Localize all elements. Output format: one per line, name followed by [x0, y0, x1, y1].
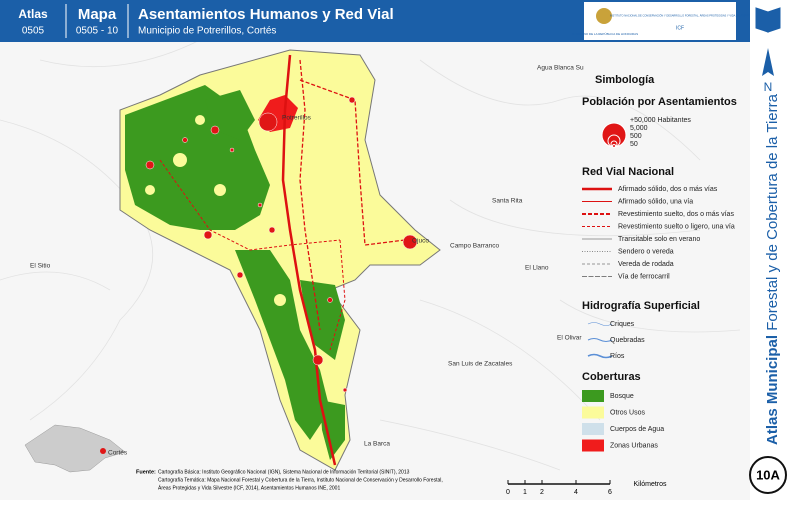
legend-item: Sendero o vereda [618, 248, 674, 255]
legend-swatch [582, 390, 604, 402]
base-roads [0, 39, 741, 471]
logo-emblem [596, 8, 612, 24]
logo-text: INSTITUTO NACIONAL DE CONSERVACIÓN Y DES… [610, 13, 750, 18]
legend-item: Criques [610, 321, 635, 328]
legend-item: Revestimiento suelto, dos o más vías [618, 211, 734, 218]
place-label: La Barca [364, 441, 390, 448]
legend-item: +50,000 Habitantes [630, 117, 691, 124]
legend-item: Quebradas [610, 337, 645, 344]
place-label: El Llano [525, 265, 549, 272]
place-label: San Luis de Zacatales [448, 361, 513, 368]
scale-label: 1 [523, 489, 527, 496]
sheet-number: 10A [756, 467, 780, 482]
sidebar [750, 0, 800, 500]
legend-item: Vereda de rodada [618, 261, 674, 268]
legend-heading: Hidrografía Superficial [582, 300, 700, 312]
vertical-title: Atlas Municipal Forestal y de Cobertura … [764, 93, 781, 445]
legend-item: Ríos [610, 353, 625, 360]
sheet-badge [749, 456, 787, 494]
logo-code: ICF [676, 25, 684, 31]
scale-label: 2 [540, 489, 544, 496]
place-label: Ojuco [412, 238, 429, 245]
inset-label: Cortés [108, 450, 128, 457]
legend-swatch [582, 423, 604, 435]
place-label: El Olivar [557, 335, 582, 342]
legend-heading: Población por Asentamientos [582, 96, 737, 108]
map-code: 0505 - 10 [76, 26, 119, 37]
road-network [159, 54, 406, 466]
legend-item: Zonas Urbanas [610, 442, 658, 449]
place-label: Campo Barranco [450, 243, 500, 250]
inset-marker [100, 448, 106, 454]
source-label: Fuente: [136, 469, 156, 475]
legend-symbol [587, 353, 613, 359]
vertical-title-rest: Forestal y de Cobertura de la Tierra [764, 93, 781, 330]
legend-heading: Coberturas [582, 371, 641, 383]
legend-item: 50 [630, 141, 638, 148]
subtitle: Municipio de Potrerillos, Cortés [138, 26, 276, 37]
forest [125, 85, 345, 460]
north-label: N [764, 80, 773, 94]
place-label: Santa Rita [492, 198, 523, 205]
legend-symbol [587, 322, 613, 326]
legend-item: Revestimiento suelto o ligero, una vía [618, 223, 735, 230]
north-arrow [762, 48, 774, 76]
scale-label: 4 [574, 489, 578, 496]
legend-item: 5,000 [630, 125, 648, 132]
legend-swatch [582, 406, 604, 419]
place-label: Potrerillos [282, 115, 312, 122]
source-line: Cartografía Básica: Instituto Geográfico… [158, 469, 410, 475]
scale-label: 6 [608, 489, 612, 496]
forest-clearings [145, 115, 286, 306]
source-line: Cartografía Temática: Mapa Nacional Fore… [158, 477, 443, 483]
legend-item: Vía de ferrocarril [618, 273, 670, 280]
legend-symbol [587, 338, 613, 342]
scale-label: 0 [506, 489, 510, 496]
vertical-title-bold: Atlas Municipal [764, 335, 781, 445]
legend-item: Afirmado sólido, dos o más vías [618, 186, 718, 193]
legend-item: Bosque [610, 393, 634, 400]
legend: Simbología Población por Asentamientos +… [582, 74, 737, 452]
place-label: El Sitio [30, 263, 51, 270]
legend-item: Cuerpos de Agua [610, 426, 664, 433]
legend-heading: Red Vial Nacional [582, 166, 674, 178]
map-label: Mapa [78, 6, 117, 23]
atlas-code: 0505 [22, 26, 45, 37]
legend-item: Transitable solo en verano [618, 236, 700, 243]
book-icon [755, 7, 781, 33]
legend-swatch [582, 439, 604, 452]
atlas-label: Atlas [18, 7, 48, 21]
source-line: Áreas Protegidas y Vida Silvestre (ICF, … [158, 484, 340, 491]
legend-title: Simbología [595, 74, 655, 86]
settlements [145, 96, 418, 393]
inset-map [24, 424, 126, 473]
title: Asentamientos Humanos y Red Vial [138, 6, 394, 23]
place-label: Agua Blanca Su [537, 65, 584, 72]
legend-item: Afirmado sólido, una vía [618, 198, 693, 205]
legend-symbol [612, 144, 616, 148]
legend-item: Otros Usos [610, 409, 646, 416]
scale-unit: Kilómetros [633, 481, 667, 488]
logo-text: GOBIERNO DE LA REPÚBLICA DE HONDURAS [572, 31, 638, 36]
legend-item: 500 [630, 133, 642, 140]
